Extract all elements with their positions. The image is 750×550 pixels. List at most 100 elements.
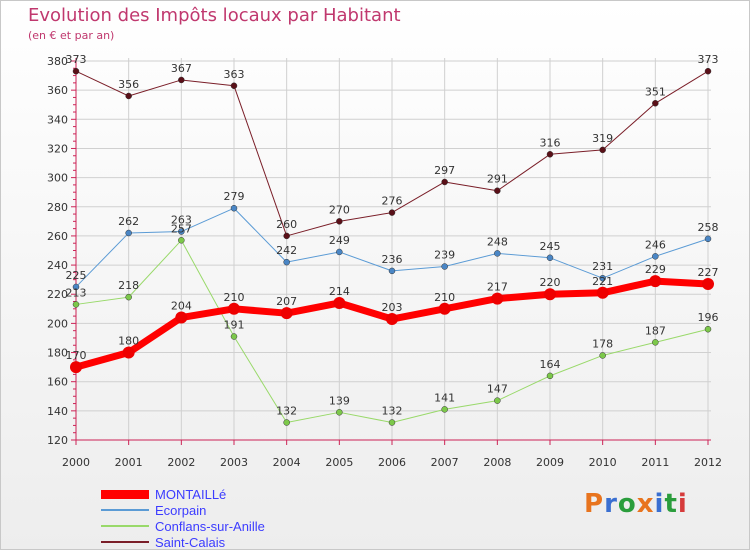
data-label: 270 xyxy=(329,203,350,216)
data-label: 170 xyxy=(66,349,87,362)
data-point xyxy=(283,258,290,266)
logo-letter: i xyxy=(654,489,665,519)
data-label: 227 xyxy=(698,266,719,279)
chart-subtitle: (en € et par an) xyxy=(28,29,115,42)
data-point xyxy=(704,325,712,333)
data-point xyxy=(702,278,714,291)
x-tick-label: 2006 xyxy=(378,456,406,469)
data-point xyxy=(599,352,606,359)
data-label: 164 xyxy=(540,358,561,371)
data-point xyxy=(649,275,662,288)
data-point xyxy=(599,274,606,282)
data-point xyxy=(652,253,659,260)
data-label: 246 xyxy=(645,238,666,251)
data-label: 291 xyxy=(487,173,508,186)
legend-swatch xyxy=(101,541,149,543)
x-tick-label: 2000 xyxy=(62,456,90,469)
data-point xyxy=(491,292,504,305)
data-label: 249 xyxy=(329,234,350,247)
data-label: 191 xyxy=(224,319,245,332)
data-label: 351 xyxy=(645,85,666,98)
data-label: 319 xyxy=(592,132,613,145)
data-label: 214 xyxy=(329,285,350,298)
data-label: 139 xyxy=(329,394,350,407)
y-tick-label: 180 xyxy=(47,347,68,360)
data-point xyxy=(494,250,501,257)
data-label: 225 xyxy=(66,269,87,282)
data-point xyxy=(336,409,343,416)
data-point xyxy=(125,92,132,100)
data-point xyxy=(230,204,238,212)
data-label: 279 xyxy=(224,190,245,203)
logo-letter: P xyxy=(584,489,605,519)
y-tick-label: 160 xyxy=(47,376,68,389)
data-point xyxy=(546,254,554,262)
data-point xyxy=(388,209,396,216)
legend-item: Saint-Calais xyxy=(101,535,225,550)
data-label: 204 xyxy=(171,300,192,313)
data-label: 260 xyxy=(276,218,297,231)
data-point xyxy=(283,419,290,426)
logo-letter: i xyxy=(677,489,688,519)
legend-swatch xyxy=(101,509,149,511)
data-label: 236 xyxy=(382,253,403,266)
data-point xyxy=(388,267,396,275)
data-label: 242 xyxy=(276,244,297,257)
chart-title: Evolution des Impôts locaux par Habitant xyxy=(28,5,401,26)
data-label: 297 xyxy=(434,164,455,177)
data-label: 210 xyxy=(224,291,245,304)
data-point xyxy=(72,283,80,291)
data-label: 147 xyxy=(487,383,508,396)
data-point xyxy=(175,311,188,324)
series-saint-calais xyxy=(72,67,712,240)
data-label: 213 xyxy=(66,286,87,299)
y-tick-label: 260 xyxy=(47,230,68,243)
x-tick-label: 2008 xyxy=(483,456,511,469)
series-lines xyxy=(70,67,714,426)
data-point xyxy=(228,302,240,315)
data-label: 203 xyxy=(382,301,403,314)
x-tick-label: 2011 xyxy=(641,456,669,469)
data-label: 367 xyxy=(171,62,192,75)
data-point xyxy=(336,248,343,256)
data-point xyxy=(70,361,82,374)
x-tick-label: 2010 xyxy=(589,456,617,469)
data-point xyxy=(72,301,80,308)
data-point xyxy=(494,397,501,404)
data-point xyxy=(178,237,185,244)
y-tick-label: 220 xyxy=(47,288,68,301)
y-tick-label: 360 xyxy=(47,84,68,97)
data-point xyxy=(72,67,80,75)
data-label: 373 xyxy=(698,53,719,66)
data-point xyxy=(386,313,398,326)
axes xyxy=(71,58,711,445)
data-point xyxy=(333,296,346,309)
logo-letter: r xyxy=(604,489,618,519)
data-point xyxy=(441,406,448,413)
data-point xyxy=(125,229,132,237)
data-label: 258 xyxy=(698,221,719,234)
legend-label: Conflans-sur-Anille xyxy=(155,518,265,534)
proxiti-logo: Proxiti xyxy=(584,489,688,519)
data-point xyxy=(704,67,712,75)
x-tick-labels: 2000 2001 2002 2003 2004 2005 2006 2007 2008 2009… xyxy=(62,456,722,469)
data-label: 141 xyxy=(434,391,455,404)
x-tick-label: 2012 xyxy=(694,456,722,469)
data-point xyxy=(652,100,659,107)
data-label: 196 xyxy=(698,311,719,324)
x-tick-label: 2003 xyxy=(220,456,248,469)
legend-item: Conflans-sur-Anille xyxy=(101,518,265,534)
data-label: 220 xyxy=(540,276,561,289)
x-tick-label: 2004 xyxy=(273,456,301,469)
x-tick-label: 2007 xyxy=(431,456,459,469)
data-point xyxy=(388,419,396,426)
data-label: 276 xyxy=(382,195,403,208)
data-point xyxy=(441,178,448,186)
legend-label: MONTAILLé xyxy=(155,486,227,502)
data-label: 132 xyxy=(276,405,297,418)
data-label: 257 xyxy=(171,222,192,235)
data-point xyxy=(596,286,609,299)
legend-label: Ecorpain xyxy=(155,502,207,518)
data-point xyxy=(125,293,132,301)
grid-lines xyxy=(75,58,711,441)
